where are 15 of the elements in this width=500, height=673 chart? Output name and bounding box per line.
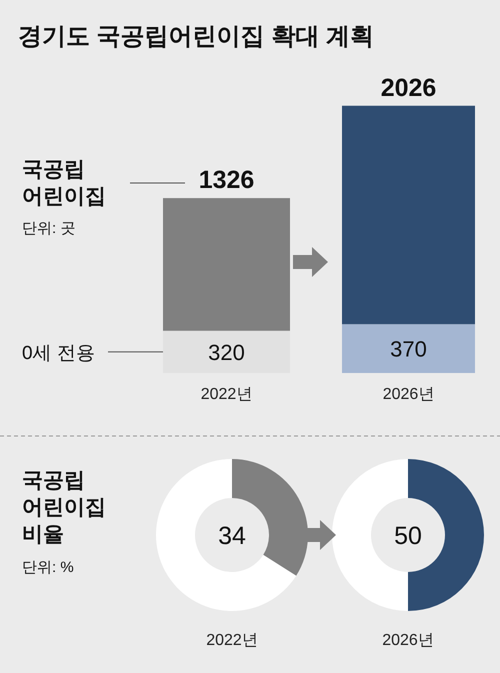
data-label: 370 [390, 336, 427, 362]
text: 50 [394, 522, 422, 550]
text: 단위: % [22, 559, 74, 576]
text: 국공립 어린이집 [22, 158, 106, 208]
text: 2026년 [382, 632, 434, 649]
total-label: 2026 [380, 74, 436, 102]
text: 34 [218, 522, 246, 550]
donut-slice [156, 459, 296, 611]
text: 국공립 어린이집 비율 [22, 469, 106, 546]
total-label: 1326 [198, 166, 254, 194]
text: 0세 전용 [22, 342, 95, 364]
data-label: 320 [208, 340, 245, 365]
text: 2022년 [206, 632, 258, 649]
chart-title: 경기도 국공립어린이집 확대 계획 [18, 23, 374, 50]
text: 단위: 곳 [22, 220, 76, 237]
